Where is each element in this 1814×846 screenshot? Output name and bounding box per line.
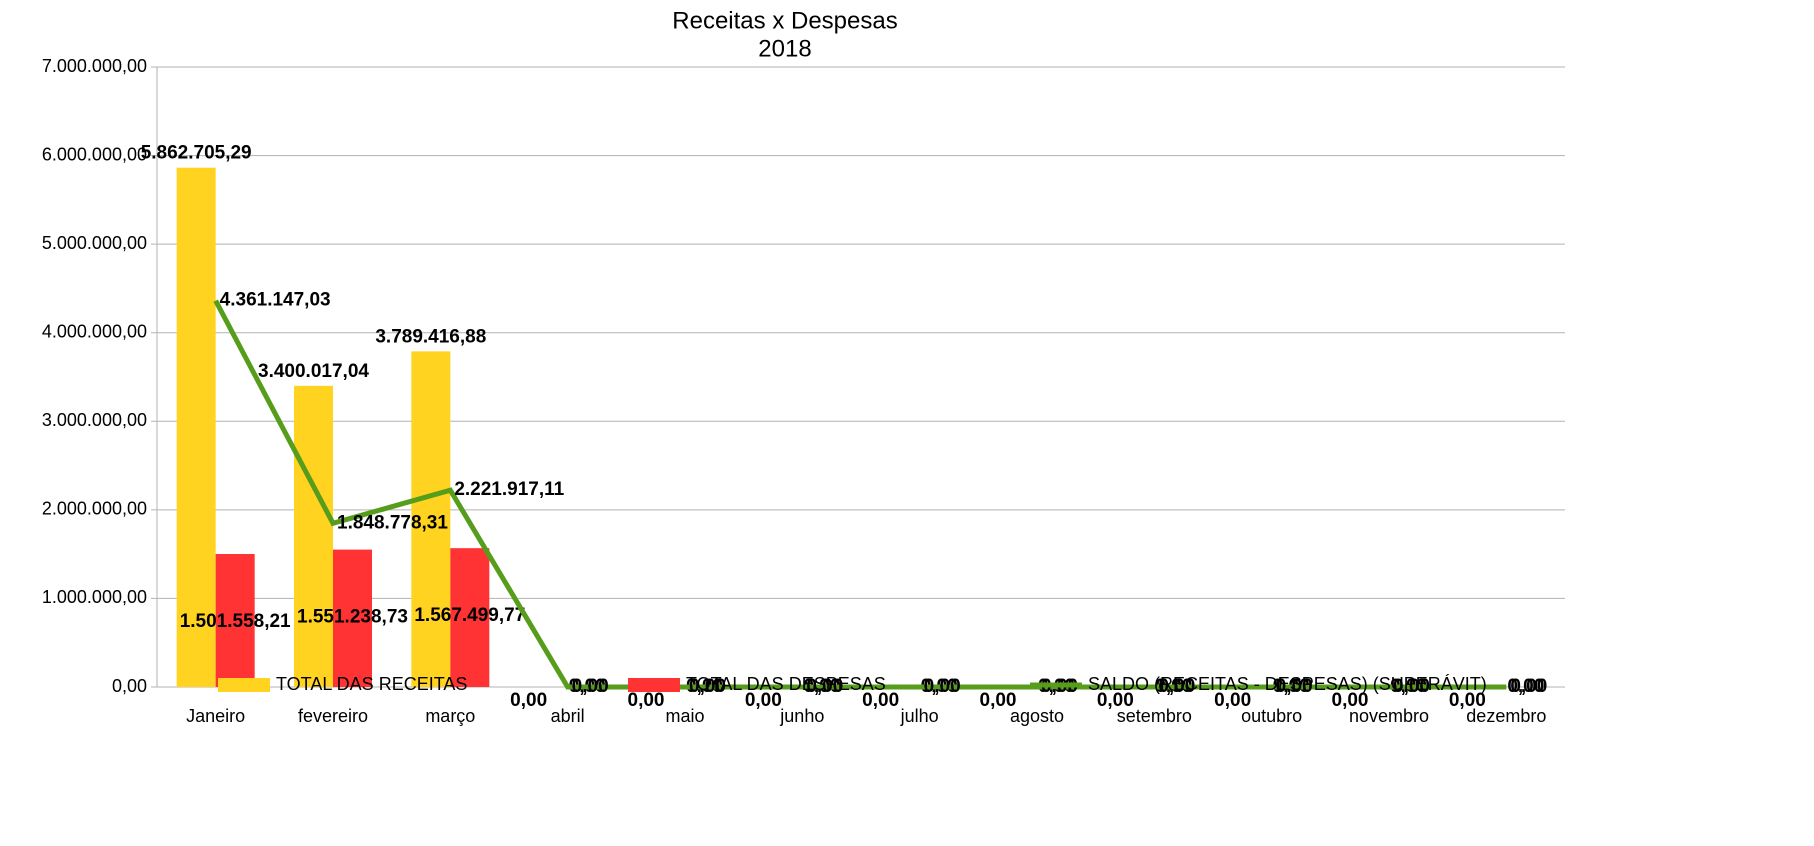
data-label: 0,00 [745, 690, 782, 711]
data-label: 0,00 [689, 676, 726, 697]
x-tick-label: novembro [1349, 706, 1429, 726]
data-label: 1.551.238,73 [297, 607, 408, 628]
x-tick-label: fevereiro [298, 706, 368, 726]
x-tick-label: agosto [1010, 706, 1064, 726]
x-tick-label: junho [779, 706, 824, 726]
x-tick-label: maio [665, 706, 704, 726]
data-label: 0,00 [1449, 690, 1486, 711]
data-label: 0,00 [628, 690, 665, 711]
data-label: 0,00 [924, 676, 961, 697]
x-tick-label: outubro [1241, 706, 1302, 726]
chart-subtitle: 2018 [758, 35, 811, 62]
data-label: 1.501.558,21 [180, 611, 291, 632]
chart-title: Receitas x Despesas [672, 7, 897, 34]
data-label: 3.400.017,04 [258, 361, 369, 382]
legend-swatch [628, 678, 680, 692]
data-label: 0,00 [510, 690, 547, 711]
y-tick-label: 2.000.000,00 [42, 499, 147, 519]
legend-label: TOTAL DAS RECEITAS [276, 674, 467, 694]
data-label: 2.221.917,11 [454, 479, 564, 500]
data-label: 5.862.705,29 [141, 143, 252, 164]
bar [411, 351, 451, 687]
legend-swatch [218, 678, 270, 692]
data-label: 1.848.778,31 [337, 512, 448, 533]
y-tick-label: 0,00 [112, 676, 147, 696]
data-label: 0,00 [1393, 676, 1430, 697]
data-label: 0,00 [806, 676, 843, 697]
data-label: 0,00 [1276, 676, 1313, 697]
data-label: 0,00 [1332, 690, 1369, 711]
data-label: 1.567.499,77 [414, 605, 525, 626]
x-tick-label: abril [551, 706, 585, 726]
x-tick-label: setembro [1117, 706, 1192, 726]
bar [333, 549, 372, 687]
y-tick-label: 5.000.000,00 [42, 233, 147, 253]
data-label: 3.789.416,88 [375, 326, 486, 347]
data-label: 0,00 [1097, 690, 1134, 711]
data-label: 0,00 [1214, 690, 1251, 711]
bar [215, 554, 255, 687]
x-tick-label: dezembro [1466, 706, 1546, 726]
x-tick-label: julho [900, 706, 939, 726]
data-label: 0,00 [1158, 676, 1195, 697]
y-tick-label: 3.000.000,00 [42, 410, 147, 430]
y-tick-label: 1.000.000,00 [42, 587, 147, 607]
x-tick-label: março [425, 706, 475, 726]
data-label: 4.361.147,03 [220, 290, 331, 311]
data-label: 0,00 [862, 690, 899, 711]
bar [294, 385, 333, 687]
legend-label: SALDO (RECEITAS - DESPESAS) (SUPERÁVIT) [1088, 674, 1487, 694]
data-label: 0,00 [980, 690, 1017, 711]
data-label: 0,00 [572, 676, 609, 697]
legend-label: TOTAL DAS DESPESAS [686, 674, 886, 694]
data-label: 0,00 [1510, 676, 1547, 697]
bar [176, 167, 216, 687]
y-tick-label: 7.000.000,00 [42, 56, 147, 76]
y-tick-label: 6.000.000,00 [42, 144, 147, 164]
bar [450, 548, 490, 687]
y-tick-label: 4.000.000,00 [42, 321, 147, 341]
x-tick-label: Janeiro [186, 706, 245, 726]
line [213, 299, 1507, 690]
data-label: 0,00 [1507, 676, 1544, 697]
